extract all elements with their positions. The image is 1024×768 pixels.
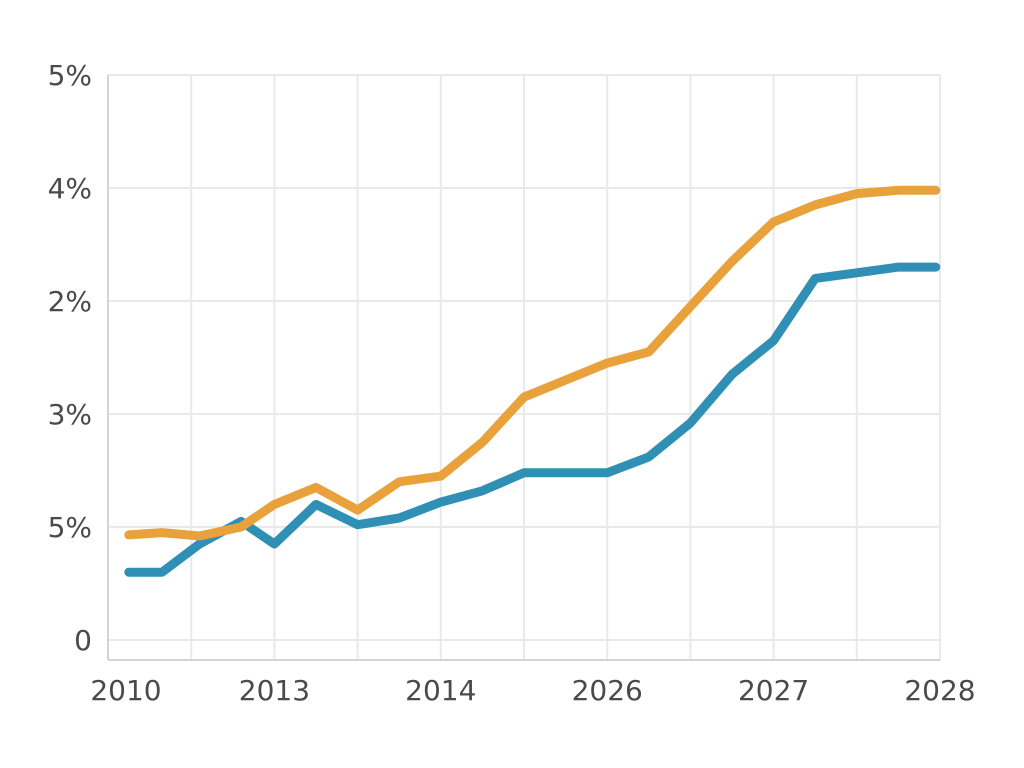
grid [107,74,941,660]
y-tick-label: 3% [48,398,92,431]
y-tick-label: 5% [48,511,92,544]
y-tick-label: 4% [48,172,92,205]
series-lines [124,185,941,577]
axes [107,75,940,661]
x-tick-label: 2010 [90,674,161,707]
y-tick-label: 2% [48,285,92,318]
y-tick-label: 5% [48,59,92,92]
tick-labels: 0 5% 3% 2% 4% 5% 2010 2013 2014 2026 2027 2028 [48,59,976,707]
series-line-2 [124,185,941,541]
x-tick-label: 2014 [405,674,476,707]
series-line-1 [124,262,941,577]
x-tick-label: 2028 [904,674,975,707]
y-tick-label: 0 [74,624,92,657]
x-tick-label: 2027 [738,674,809,707]
x-tick-label: 2013 [239,674,310,707]
x-tick-label: 2026 [572,674,643,707]
